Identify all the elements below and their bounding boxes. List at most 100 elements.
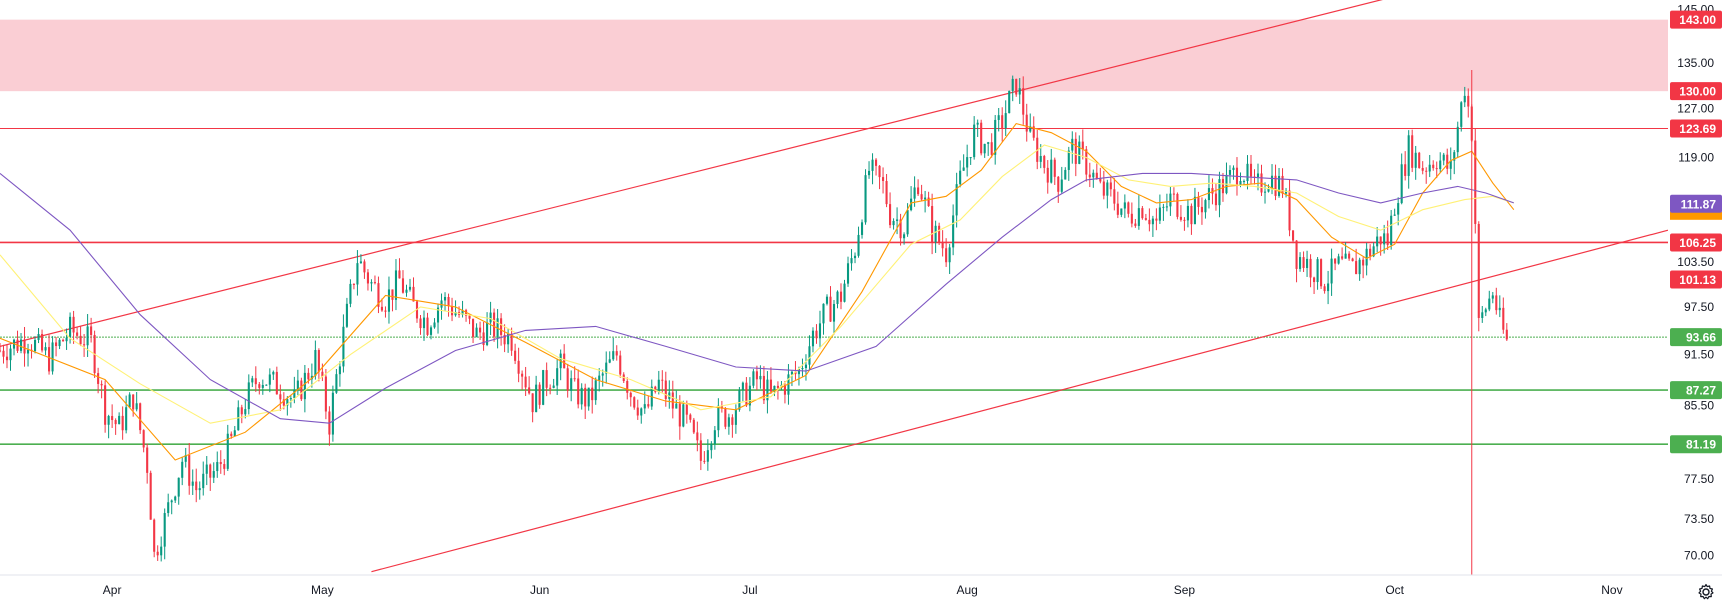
candle	[605, 362, 608, 374]
time-tick-label: Oct	[1385, 583, 1404, 597]
candle	[1327, 283, 1330, 292]
candle	[1130, 213, 1133, 224]
candle	[1386, 233, 1389, 245]
candle	[510, 333, 513, 351]
candle	[1355, 261, 1358, 275]
level-badge-143.00	[1670, 10, 1722, 29]
candle	[1365, 248, 1368, 266]
candle	[1085, 149, 1088, 175]
candle	[391, 289, 394, 300]
ma_fast-line	[0, 122, 1515, 461]
horizontal-levels-layer	[0, 127, 1668, 446]
candle	[1148, 219, 1151, 225]
candle	[1123, 202, 1126, 209]
candle	[1376, 236, 1379, 247]
candle	[51, 342, 54, 372]
candle	[549, 387, 552, 389]
level-badge-81.19	[1670, 435, 1722, 454]
candle	[811, 330, 815, 347]
price-tick-label: 91.50	[1684, 348, 1714, 362]
candle	[1200, 206, 1203, 213]
candle	[475, 327, 478, 337]
candle	[5, 356, 9, 361]
candle	[261, 384, 264, 388]
candle	[90, 326, 93, 335]
candle	[496, 318, 499, 337]
candle	[1453, 152, 1456, 161]
candle	[19, 339, 23, 351]
candle	[345, 303, 348, 327]
time-axis[interactable]: Apr May Jun Jul Aug Sep Oct Nov	[0, 574, 1722, 597]
price-tick-label: 119.00	[1678, 150, 1714, 164]
candle	[938, 225, 941, 242]
candle	[447, 296, 450, 307]
candle	[990, 142, 993, 155]
candle	[535, 384, 538, 413]
candle	[268, 374, 271, 385]
candle	[563, 353, 566, 369]
candle	[580, 387, 583, 405]
time-tick-label: Jun	[530, 583, 549, 597]
candle	[465, 310, 468, 316]
candle	[955, 184, 958, 216]
candle	[338, 366, 341, 375]
candle	[1411, 135, 1414, 168]
candle	[661, 379, 664, 381]
candle	[1397, 203, 1400, 215]
candle	[776, 385, 779, 388]
chart-settings-button[interactable]	[1696, 582, 1716, 602]
candle	[160, 546, 163, 556]
candle	[860, 222, 864, 235]
candle	[801, 368, 804, 370]
price-axis[interactable]: 145.00135.00127.00119.00103.5097.5091.50…	[1677, 2, 1714, 562]
candle	[1088, 174, 1091, 178]
time-tick-label: Apr	[103, 583, 122, 597]
candle	[643, 404, 646, 409]
candle	[1022, 88, 1025, 115]
candle	[254, 378, 257, 385]
price-axis-background[interactable]	[1668, 0, 1722, 606]
candle	[1176, 193, 1179, 217]
candle	[640, 408, 643, 416]
candle	[682, 404, 685, 427]
candle	[1074, 138, 1077, 164]
candle	[489, 312, 492, 323]
price-badge-111.87	[1670, 194, 1722, 213]
candle	[657, 379, 660, 392]
candle	[286, 399, 289, 406]
candle	[363, 261, 366, 273]
candle	[587, 387, 590, 407]
candle	[966, 157, 969, 168]
candle	[1155, 218, 1158, 221]
candle	[692, 419, 695, 433]
candle	[335, 374, 338, 393]
candle	[244, 409, 247, 415]
candle	[1337, 256, 1340, 264]
candle	[1221, 179, 1225, 194]
candle	[1502, 307, 1505, 330]
candle	[37, 334, 40, 340]
candle	[212, 471, 215, 478]
candle	[184, 455, 187, 462]
candle	[380, 306, 384, 311]
candle	[566, 368, 569, 391]
candle	[132, 394, 135, 410]
candle	[324, 376, 327, 412]
candle	[664, 380, 667, 399]
candle	[135, 403, 138, 410]
candle	[1239, 181, 1242, 186]
level-badge-87.27	[1670, 381, 1722, 400]
candle	[678, 403, 681, 427]
candle	[1141, 208, 1144, 219]
candle	[573, 378, 576, 380]
candle	[314, 350, 317, 376]
candle	[1106, 182, 1109, 196]
channel-lower-line	[371, 229, 1669, 573]
candle	[1015, 78, 1018, 95]
candle	[191, 481, 194, 486]
candle	[86, 326, 89, 346]
candle	[815, 330, 818, 339]
candle	[0, 350, 2, 352]
